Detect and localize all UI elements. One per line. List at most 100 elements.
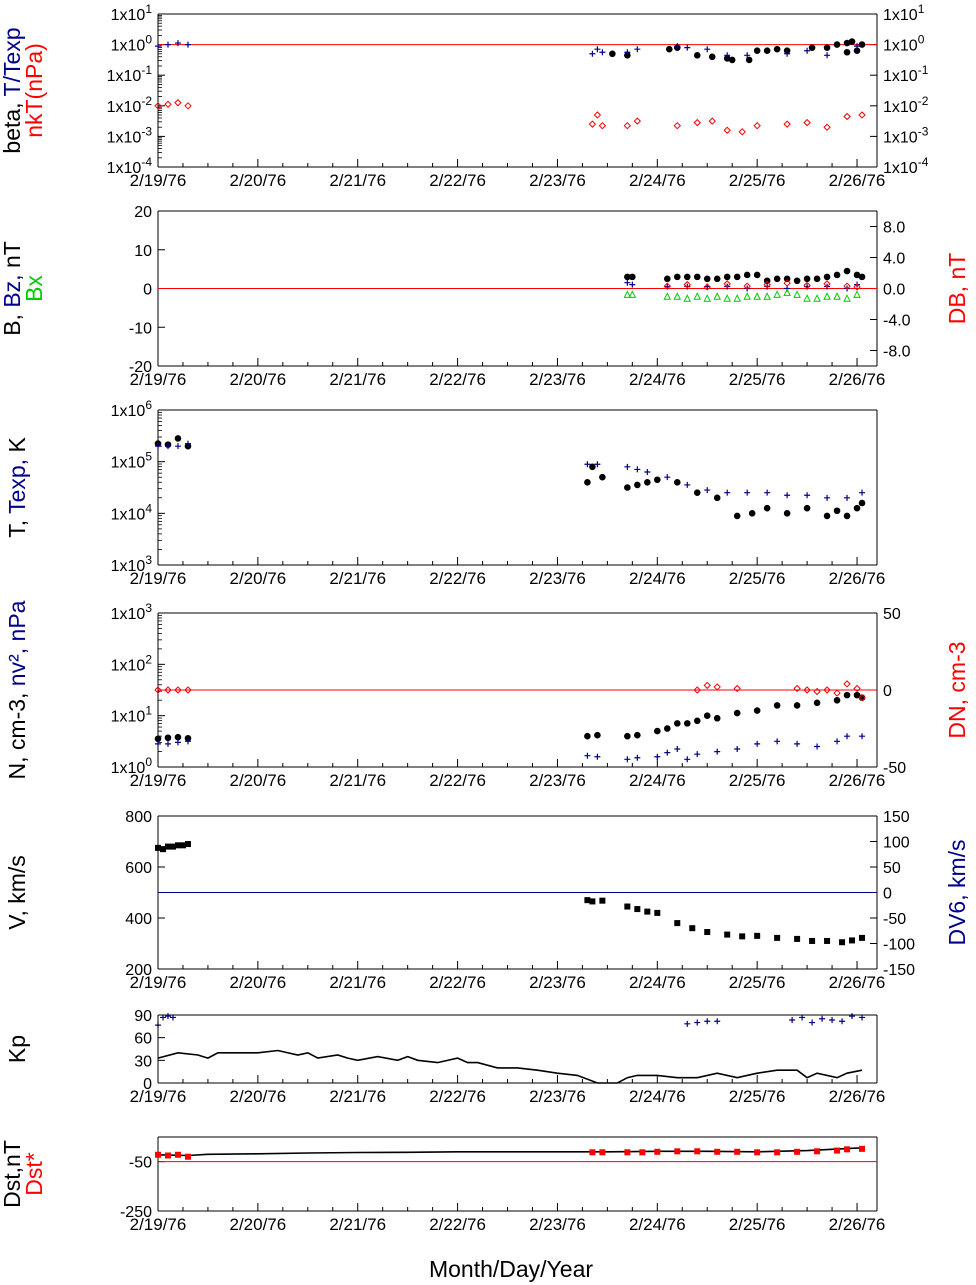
- x-tick-label: 2/24/76: [629, 171, 686, 190]
- data-point: [773, 45, 781, 53]
- x-tick-label: 2/19/76: [130, 973, 187, 992]
- data-point: [823, 686, 831, 694]
- data-point: [813, 699, 821, 707]
- y-tick-label: 0: [143, 282, 152, 299]
- data-point: [589, 898, 596, 905]
- x-tick-label: 2/19/76: [130, 771, 187, 790]
- series: [155, 733, 866, 763]
- x-tick-label: 2/23/76: [529, 1215, 586, 1234]
- x-tick-label: 2/22/76: [429, 1087, 486, 1106]
- y-tick-label-right: -8.0: [883, 344, 911, 361]
- y-tick-label: -10: [129, 320, 152, 337]
- data-point: [588, 120, 597, 128]
- y-tick-label-right: 1x10-1: [883, 63, 929, 85]
- y-tick-label: 1x10-1: [107, 63, 153, 85]
- series: [154, 680, 866, 702]
- data-point: [794, 740, 801, 747]
- x-tick-label: 2/20/76: [229, 171, 286, 190]
- data-point: [804, 492, 811, 499]
- data-point: [174, 739, 181, 746]
- data-point: [155, 43, 161, 50]
- data-point: [808, 44, 816, 51]
- data-point: [843, 39, 851, 47]
- x-tick-label: 2/19/76: [130, 370, 187, 389]
- series: [154, 691, 866, 743]
- data-point: [694, 751, 701, 758]
- data-point: [803, 686, 811, 694]
- data-point: [634, 46, 641, 53]
- data-point: [803, 118, 811, 127]
- data-point: [843, 512, 851, 520]
- data-point: [714, 748, 721, 755]
- data-point: [693, 489, 701, 496]
- data-point: [774, 934, 781, 941]
- x-tick-label: 2/25/76: [729, 569, 786, 588]
- data-point: [673, 720, 681, 727]
- data-point: [763, 292, 771, 300]
- data-point: [624, 52, 631, 59]
- data-point: [823, 292, 831, 300]
- data-point: [728, 56, 736, 64]
- data-point: [629, 281, 636, 288]
- data-point: [753, 707, 761, 714]
- data-point: [674, 43, 681, 50]
- data-point: [624, 273, 631, 281]
- data-point: [169, 843, 176, 850]
- data-point: [803, 281, 811, 290]
- data-point: [634, 466, 641, 473]
- data-point: [624, 279, 631, 286]
- data-point: [854, 43, 861, 50]
- data-point: [823, 123, 831, 131]
- data-point: [858, 273, 866, 281]
- panel-temperature: 2/19/76 2/20/76 2/21/76 2/22/76 2/23/76 2/24/…: [4, 398, 885, 588]
- x-tick-label: 2/22/76: [429, 973, 486, 992]
- y-tick-label: 1x101: [111, 2, 153, 24]
- data-point: [623, 290, 632, 298]
- data-point: [733, 709, 741, 717]
- data-point: [843, 48, 851, 56]
- x-tick-label: 2/20/76: [229, 569, 286, 588]
- data-point: [723, 280, 731, 288]
- y-tick-label-right: 1x10-3: [883, 124, 929, 146]
- data-point: [789, 1017, 796, 1023]
- y-tick-label: 0: [143, 1076, 152, 1093]
- data-point: [783, 279, 791, 287]
- data-point: [763, 280, 771, 289]
- data-point: [174, 733, 182, 741]
- y-tick-label: 1x100: [111, 33, 153, 55]
- data-point: [694, 1019, 701, 1026]
- data-point: [693, 118, 701, 127]
- x-tick-label: 2/19/76: [130, 1087, 187, 1106]
- data-point: [155, 1151, 161, 1158]
- x-tick-label: 2/22/76: [429, 771, 486, 790]
- data-point: [179, 842, 186, 849]
- data-point: [654, 1148, 661, 1155]
- data-point: [754, 932, 761, 939]
- data-point: [704, 487, 711, 494]
- data-point: [763, 277, 771, 285]
- data-point: [164, 41, 171, 48]
- data-point: [773, 275, 781, 283]
- data-point: [704, 46, 711, 53]
- y-axis-label-right: DV6, km/s: [944, 839, 970, 945]
- data-point: [833, 689, 841, 697]
- data-point: [859, 1145, 866, 1152]
- data-point: [703, 294, 712, 302]
- x-tick-label: 2/20/76: [229, 771, 286, 790]
- data-point: [733, 273, 741, 281]
- data-point: [623, 121, 632, 130]
- data-point: [814, 1148, 821, 1155]
- data-point: [714, 1148, 721, 1155]
- data-point: [584, 461, 591, 468]
- x-tick-label: 2/21/76: [329, 1215, 386, 1234]
- data-point: [859, 489, 866, 496]
- x-tick-label: 2/22/76: [429, 569, 486, 588]
- y-tick-label: 1x102: [111, 652, 153, 674]
- data-point: [594, 731, 601, 739]
- x-tick-label: 2/23/76: [529, 1087, 586, 1106]
- series: [623, 288, 861, 302]
- x-tick-label: 2/26/76: [829, 973, 886, 992]
- data-point: [663, 275, 671, 283]
- data-point: [823, 44, 831, 51]
